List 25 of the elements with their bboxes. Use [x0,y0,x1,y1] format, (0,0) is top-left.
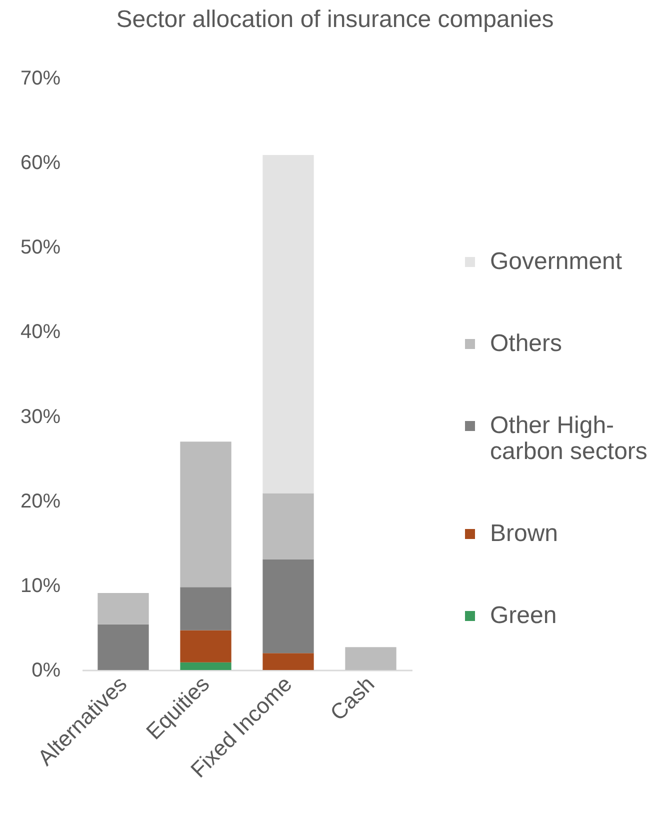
bar [262,559,314,654]
bar [262,154,314,494]
bar [180,442,232,588]
legend-label: Other High-carbon sectors [490,412,648,465]
bar [262,493,314,560]
legend-label: Brown [490,520,558,547]
y-tick-label: 70% [20,68,61,90]
legend-label: Others [490,330,562,357]
y-tick-label: 20% [20,490,61,512]
chart-title: Sector allocation of insurance companies [116,6,554,33]
bar [98,624,149,670]
legend-label: Government [490,248,622,275]
legend-label: Green [490,602,557,629]
bar [180,587,232,630]
y-tick-label: 0% [32,660,61,682]
y-tick-label: 10% [20,574,61,597]
y-tick-label: 50% [20,236,61,259]
bar [180,630,232,662]
bar [262,653,314,670]
y-tick-label: 60% [20,152,61,174]
bar [98,593,149,624]
bar [180,662,232,670]
bar [345,647,396,670]
y-tick-label: 30% [20,406,61,428]
y-tick-label: 40% [20,321,61,344]
